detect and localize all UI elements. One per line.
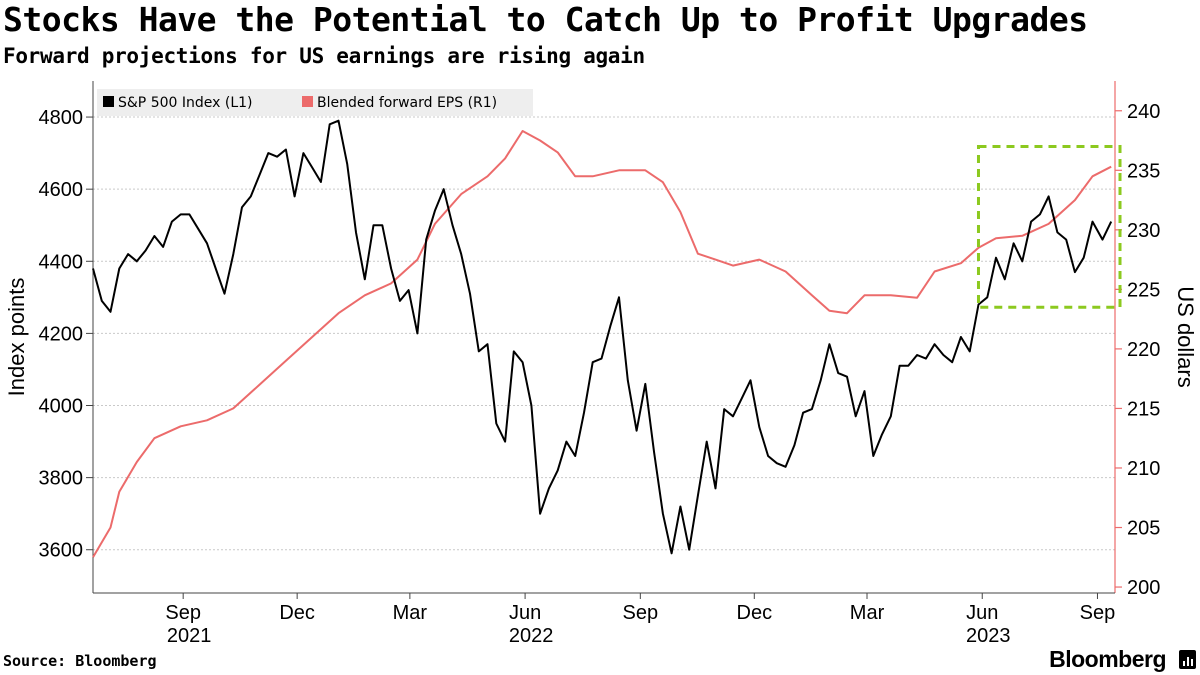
legend-swatch-eps: [302, 96, 313, 107]
right-tick-label: 240: [1127, 101, 1160, 123]
right-tick-label: 235: [1127, 160, 1160, 182]
right-tick-label: 200: [1127, 577, 1160, 599]
left-tick-label: 4000: [39, 396, 84, 418]
legend-background: [97, 89, 533, 116]
right-tick-label: 210: [1127, 458, 1160, 480]
right-tick-label: 220: [1127, 339, 1160, 361]
x-tick-label: Jun: [509, 602, 541, 624]
legend-label-spx: S&P 500 Index (L1): [118, 95, 253, 111]
left-tick-label: 4400: [39, 251, 84, 273]
left-tick-label: 4200: [39, 323, 84, 345]
left-tick-label: 4600: [39, 179, 84, 201]
legend-swatch-spx: [103, 96, 114, 107]
legend: S&P 500 Index (L1) Blended forward EPS (…: [97, 89, 533, 116]
x-year-label: 2022: [509, 625, 554, 647]
x-tick-label: Mar: [393, 602, 428, 624]
series-eps-line: [92, 130, 1112, 558]
x-year-label: 2023: [966, 625, 1011, 647]
right-tick-label: 205: [1127, 518, 1160, 540]
x-tick-label: Sep: [623, 602, 659, 624]
source-note: Source: Bloomberg: [3, 652, 157, 670]
series-spx-line: [92, 119, 1113, 555]
left-axis-title: Index points: [4, 278, 29, 397]
bloomberg-chart-icon: [1179, 650, 1196, 669]
left-tick-label: 3800: [39, 468, 84, 490]
highlight-box: [976, 144, 1122, 309]
right-axis: 200 205 210 215 220 225 230 235 240: [1114, 81, 1160, 599]
x-tick-label: Sep: [1080, 602, 1116, 624]
legend-label-eps: Blended forward EPS (R1): [317, 95, 497, 111]
left-axis: 3600 3800 4000 4200 4400 4600 4800: [39, 81, 94, 593]
chart-title: Stocks Have the Potential to Catch Up to…: [3, 0, 1088, 39]
chart-subtitle: Forward projections for US earnings are …: [3, 44, 645, 68]
x-tick-label: Jun: [966, 602, 998, 624]
left-tick-label: 4800: [39, 107, 84, 129]
right-axis-title: US dollars: [1173, 286, 1198, 387]
x-tick-label: Sep: [165, 602, 201, 624]
x-tick-label: Dec: [279, 602, 315, 624]
left-tick-label: 3600: [39, 540, 84, 562]
bloomberg-logo: Bloomberg: [1049, 646, 1166, 672]
x-tick-label: Dec: [737, 602, 773, 624]
right-tick-label: 230: [1127, 220, 1160, 242]
x-year-label: 2021: [167, 625, 212, 647]
right-tick-label: 215: [1127, 398, 1160, 420]
right-tick-label: 225: [1127, 279, 1160, 301]
x-tick-label: Mar: [850, 602, 885, 624]
